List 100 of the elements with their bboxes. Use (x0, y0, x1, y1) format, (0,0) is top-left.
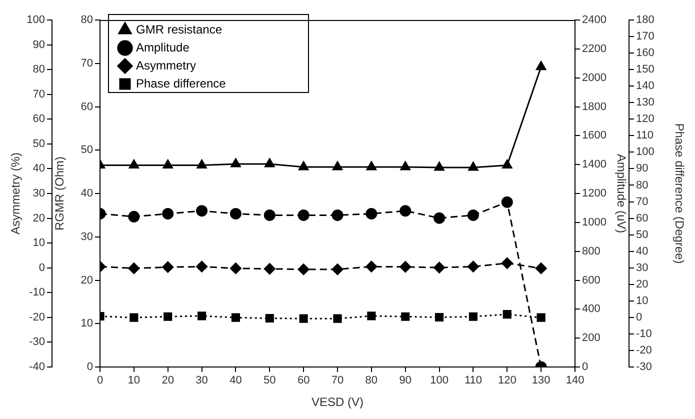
legend-label: GMR resistance (136, 22, 222, 36)
y-tick-label: -20 (636, 344, 652, 357)
x-tick-label: 20 (162, 374, 174, 387)
x-tick-label: 100 (430, 374, 448, 387)
legend-label: Asymmetry (136, 58, 196, 72)
point (128, 210, 140, 222)
x-tick-label: 140 (566, 374, 584, 387)
y3-tick-label: -40 (29, 361, 45, 374)
y2-tick-label: 1000 (582, 216, 606, 228)
y3-tick-label: 20 (32, 212, 45, 224)
point (332, 161, 343, 170)
x-tick-label: 0 (96, 374, 104, 387)
x-tick-label: 30 (196, 374, 208, 387)
y-tick-label: 70 (636, 196, 648, 208)
x-tick-label: 110 (464, 374, 482, 387)
y2-tick-label: 800 (582, 245, 600, 258)
y2-tick-label: 2200 (582, 42, 606, 55)
y2-tick-label: 600 (582, 274, 600, 286)
y-tick-label: 10 (80, 318, 93, 330)
y-tick-label: 90 (636, 162, 648, 175)
y-tick-label: 30 (636, 262, 648, 274)
y-axis-title: Phase difference (Degree) (672, 123, 686, 264)
y3-tick-label: -10 (29, 286, 45, 299)
y-tick-label: 20 (80, 274, 93, 286)
y3-tick-label: -30 (29, 336, 45, 348)
x-tick-label: 40 (230, 374, 242, 387)
y-tick-label: 180 (636, 14, 654, 26)
point (400, 161, 410, 170)
y-tick-label: 120 (636, 113, 654, 126)
y-tick-label: 40 (636, 245, 648, 258)
y-tick-label: 170 (636, 30, 654, 43)
y-tick-label: 150 (636, 64, 654, 76)
y3-tick-label: 30 (32, 188, 45, 200)
point (298, 209, 310, 221)
y2-tick-label: 1200 (582, 188, 606, 200)
x-tick-label: 60 (297, 374, 310, 387)
y2-tick-label: 400 (582, 303, 600, 316)
x-tick-label: 10 (128, 374, 140, 387)
y-tick-label: 20 (636, 278, 648, 290)
point (467, 209, 479, 221)
point (366, 161, 377, 170)
y-tick-label: 50 (80, 144, 93, 156)
y-tick-label: -30 (636, 361, 652, 374)
x-axis-title: VESD (V) (311, 395, 364, 410)
point (536, 61, 546, 70)
point (162, 160, 173, 169)
y3-tick-label: 60 (32, 113, 45, 126)
y2-axis-title: Amplitude (uV) (614, 154, 628, 234)
y-tick-label: 0 (636, 311, 642, 324)
point (196, 205, 208, 217)
point (366, 208, 378, 220)
y3-tick-label: 40 (32, 162, 45, 175)
y3-tick-label: 10 (32, 237, 45, 250)
x-tick-label: 130 (532, 374, 550, 387)
y2-tick-label: 200 (582, 332, 600, 344)
y2-tick-label: 1400 (582, 158, 606, 171)
point (468, 162, 478, 171)
legend-label: Amplitude (136, 40, 190, 54)
y-axis-title: RGMR (Ohm) (52, 156, 67, 230)
point (264, 209, 276, 221)
y-tick-label: 30 (80, 230, 93, 243)
y-tick-label: 130 (636, 96, 654, 109)
y3-tick-label: 100 (26, 14, 45, 26)
point (264, 158, 275, 168)
y-tick-label: 0 (86, 361, 93, 374)
y3-tick-label: 0 (38, 262, 45, 274)
legend-label: Phase difference (136, 76, 226, 90)
point (196, 160, 207, 169)
point (162, 208, 174, 220)
y-tick-label: 110 (636, 130, 654, 142)
y2-tick-label: 1600 (582, 130, 606, 142)
y2-tick-label: 2400 (582, 14, 606, 26)
y-tick-label: 70 (80, 57, 93, 70)
y2-tick-label: 2000 (582, 72, 606, 84)
y-tick-label: -10 (636, 328, 652, 340)
point (502, 160, 512, 169)
point (434, 212, 446, 224)
y-tick-label: 100 (636, 146, 654, 158)
x-tick-label: 70 (331, 374, 344, 387)
y2-tick-label: 1800 (582, 100, 606, 113)
y3-tick-label: 80 (32, 64, 45, 76)
point (501, 196, 513, 208)
y3-tick-label: 90 (32, 38, 45, 51)
y2-tick-label: 0 (582, 361, 588, 374)
y-tick-label: 50 (636, 228, 648, 241)
x-tick-label: 90 (399, 374, 412, 387)
y3-tick-label: 50 (32, 138, 45, 150)
point (332, 209, 344, 221)
point (434, 162, 444, 171)
y-tick-label: 10 (636, 294, 648, 307)
y-tick-label: 60 (80, 100, 93, 113)
y3-tick-label: -20 (29, 311, 45, 324)
x-tick-label: 80 (365, 374, 378, 387)
point (298, 161, 309, 170)
point (128, 160, 140, 169)
y-tick-label: 80 (636, 179, 648, 192)
y-tick-label: 80 (80, 14, 93, 26)
point (230, 158, 241, 168)
x-tick-label: 120 (498, 374, 516, 387)
y3-axis-title: Asymmetry (%) (8, 152, 23, 234)
